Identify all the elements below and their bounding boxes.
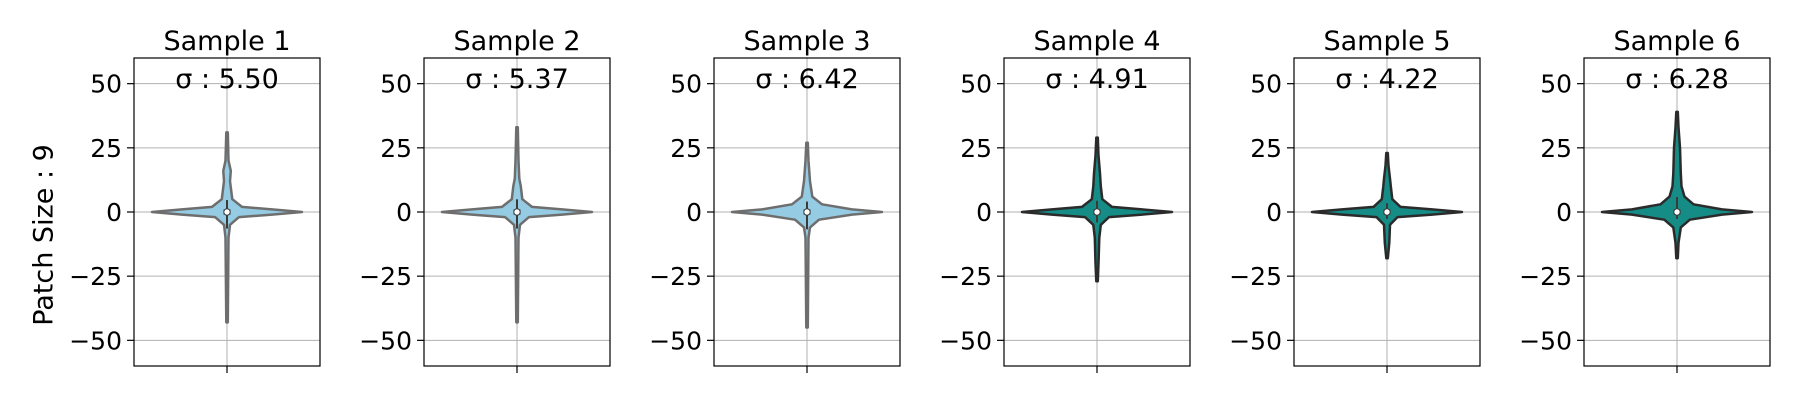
y-axis-label: Patch Size : 9 (28, 144, 60, 326)
violin-median-point (1093, 208, 1101, 216)
violin-median-point (803, 208, 811, 216)
y-tick-label: −50 (1519, 326, 1572, 355)
panel-title: Sample 2 (454, 26, 581, 57)
y-tick-label: −25 (359, 262, 412, 291)
y-tick-label: 50 (670, 70, 702, 99)
violin-panel-1: 50 25 0 −25 −50 Sample 1 σ : 5.50 (69, 26, 321, 373)
panel-title: Sample 6 (1614, 26, 1741, 57)
y-tick-label: −25 (939, 262, 992, 291)
y-tick-label: −50 (359, 326, 412, 355)
y-tick-label: 0 (1266, 198, 1282, 227)
violin-panel-3: 50 25 0 −25 −50 Sample 3 σ : 6.42 (649, 26, 901, 373)
sigma-annotation: σ : 5.37 (465, 64, 569, 95)
panel-title: Sample 5 (1324, 26, 1451, 57)
y-tick-label: −25 (649, 262, 702, 291)
y-tick-label: 50 (1540, 70, 1572, 99)
y-tick-label: −50 (939, 326, 992, 355)
panel-title: Sample 4 (1034, 26, 1161, 57)
y-tick-label: 50 (90, 70, 122, 99)
sigma-annotation: σ : 6.42 (755, 64, 859, 95)
y-tick-label: 0 (976, 198, 992, 227)
violin-panel-2: 50 25 0 −25 −50 Sample 2 σ : 5.37 (359, 26, 611, 373)
y-tick-label: 50 (380, 70, 412, 99)
sigma-annotation: σ : 5.50 (175, 64, 279, 95)
y-tick-label: 25 (1540, 134, 1572, 163)
violin-median-point (1383, 208, 1391, 216)
violin-panel-6: 50 25 0 −25 −50 Sample 6 σ : 6.28 (1519, 26, 1771, 373)
panel-title: Sample 3 (744, 26, 871, 57)
y-tick-label: −50 (69, 326, 122, 355)
y-tick-label: 50 (1250, 70, 1282, 99)
y-tick-label: 25 (380, 134, 412, 163)
violin-body (730, 141, 884, 329)
panel-title: Sample 1 (164, 26, 291, 57)
y-tick-label: 25 (670, 134, 702, 163)
y-tick-label: 50 (960, 70, 992, 99)
y-tick-label: 0 (686, 198, 702, 227)
y-tick-label: 25 (960, 134, 992, 163)
y-tick-label: 0 (396, 198, 412, 227)
y-tick-label: 25 (1250, 134, 1282, 163)
violin-median-point (1673, 208, 1681, 216)
y-tick-label: −50 (649, 326, 702, 355)
violin-median-point (223, 208, 231, 216)
violin-body (1600, 110, 1754, 260)
y-tick-label: 0 (1556, 198, 1572, 227)
y-tick-label: −25 (1519, 262, 1572, 291)
y-tick-label: 25 (90, 134, 122, 163)
y-tick-label: −25 (1229, 262, 1282, 291)
sigma-annotation: σ : 4.22 (1335, 64, 1439, 95)
y-tick-label: −50 (1229, 326, 1282, 355)
sigma-annotation: σ : 4.91 (1045, 64, 1149, 95)
sigma-annotation: σ : 6.28 (1625, 64, 1729, 95)
y-tick-label: −25 (69, 262, 122, 291)
violin-median-point (513, 208, 521, 216)
violin-panel-5: 50 25 0 −25 −50 Sample 5 σ : 4.22 (1229, 26, 1481, 373)
violin-panel-4: 50 25 0 −25 −50 Sample 4 σ : 4.91 (939, 26, 1191, 373)
y-tick-label: 0 (106, 198, 122, 227)
